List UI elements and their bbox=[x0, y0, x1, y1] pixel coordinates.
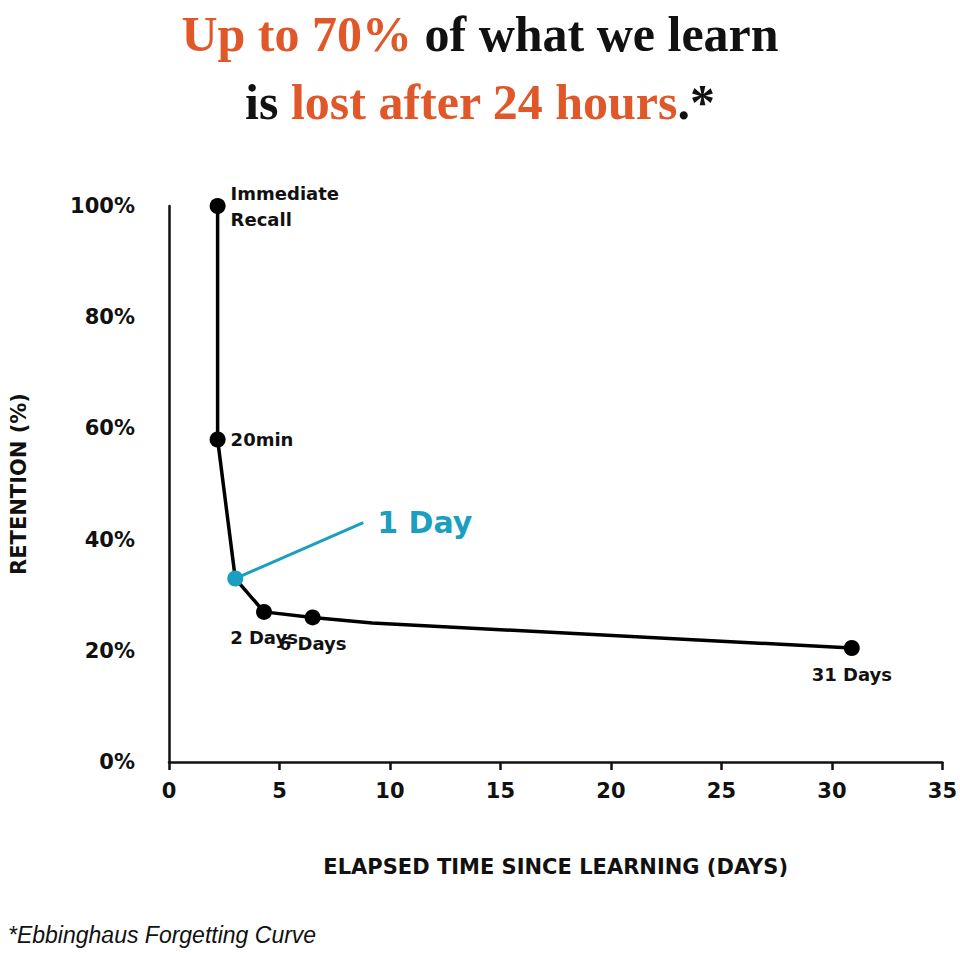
svg-text:0%: 0% bbox=[99, 750, 135, 774]
svg-text:30: 30 bbox=[817, 779, 846, 803]
svg-text:0: 0 bbox=[162, 779, 177, 803]
svg-text:31 Days: 31 Days bbox=[812, 664, 892, 685]
svg-text:80%: 80% bbox=[85, 305, 135, 329]
svg-text:20min: 20min bbox=[231, 429, 294, 450]
svg-text:2 Days: 2 Days bbox=[230, 627, 298, 649]
svg-text:20: 20 bbox=[596, 779, 625, 803]
svg-text:40%: 40% bbox=[85, 528, 135, 552]
svg-text:RETENTION (%): RETENTION (%) bbox=[7, 393, 31, 575]
svg-text:1 Day: 1 Day bbox=[377, 505, 473, 540]
html-text:*Ebbinghaus Forgetting Curve: *Ebbinghaus Forgetting Curve bbox=[8, 922, 317, 948]
svg-text:60%: 60% bbox=[85, 416, 135, 440]
html-text:Up to 70% of what we learn: Up to 70% of what we learn bbox=[181, 6, 779, 62]
svg-text:20%: 20% bbox=[85, 639, 135, 663]
svg-text:35: 35 bbox=[928, 779, 957, 803]
html-text:is lost after 24 hours.*: is lost after 24 hours.* bbox=[245, 74, 715, 130]
svg-text:100%: 100% bbox=[70, 194, 135, 218]
svg-text:25: 25 bbox=[707, 779, 736, 803]
svg-text:15: 15 bbox=[486, 779, 515, 803]
svg-text:Recall: Recall bbox=[231, 209, 292, 230]
svg-text:5: 5 bbox=[272, 779, 287, 803]
svg-text:ELAPSED TIME SINCE LEARNING (D: ELAPSED TIME SINCE LEARNING (DAYS) bbox=[323, 855, 788, 879]
svg-text:Immediate: Immediate bbox=[231, 183, 346, 204]
svg-text:10: 10 bbox=[375, 779, 404, 803]
svg-text:6 Days: 6 Days bbox=[279, 633, 347, 654]
